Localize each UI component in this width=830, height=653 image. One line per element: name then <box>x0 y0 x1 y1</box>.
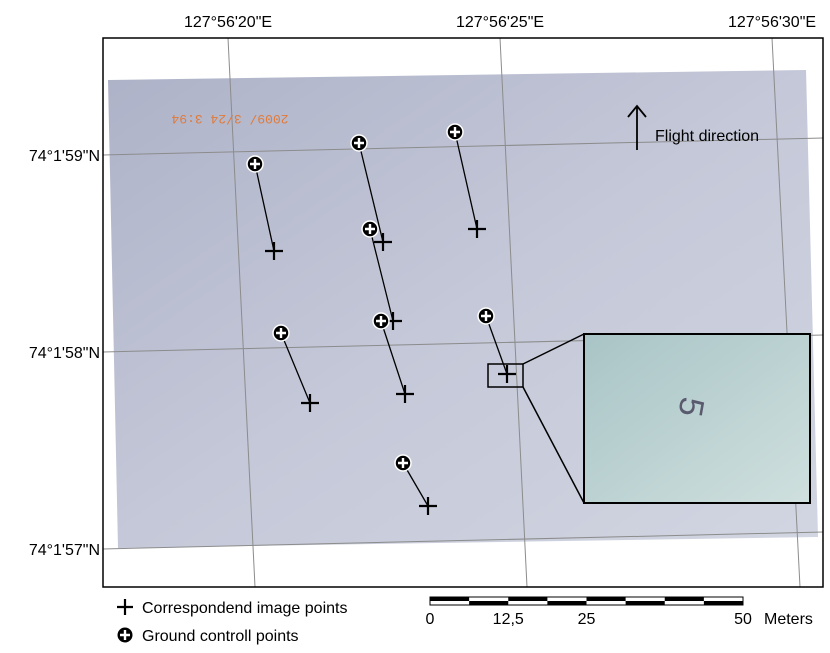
photo-stamp: 2009/ 3/24 3:94 <box>171 111 288 126</box>
longitude-label: 127°56'20"E <box>184 14 272 31</box>
legend-label: Correspondend image points <box>142 600 347 617</box>
scale-segment <box>547 601 586 605</box>
longitude-label: 127°56'25"E <box>456 14 544 31</box>
flight-direction-label: Flight direction <box>655 128 759 145</box>
scale-segment <box>508 597 547 601</box>
inset-zoom <box>584 334 810 503</box>
scale-segment <box>626 601 665 605</box>
scale-unit: Meters <box>764 611 813 628</box>
latitude-label: 74°1'57"N <box>29 542 100 559</box>
scale-segment <box>704 601 743 605</box>
scale-segment <box>469 601 508 605</box>
scale-segment <box>587 597 626 601</box>
scale-label: 50 <box>734 611 752 628</box>
legend-label: Ground controll points <box>142 628 299 645</box>
scale-label: 0 <box>426 611 435 628</box>
map-figure: 2009/ 3/24 3:94 5 Flight direction Corre… <box>0 0 830 648</box>
longitude-label: 127°56'30"E <box>728 14 816 31</box>
latitude-label: 74°1'59"N <box>29 148 100 165</box>
scale-segment <box>665 597 704 601</box>
scale-label: 12,5 <box>493 611 524 628</box>
latitude-label: 74°1'58"N <box>29 345 100 362</box>
scale-label: 25 <box>578 611 596 628</box>
scale-segment <box>430 597 469 601</box>
